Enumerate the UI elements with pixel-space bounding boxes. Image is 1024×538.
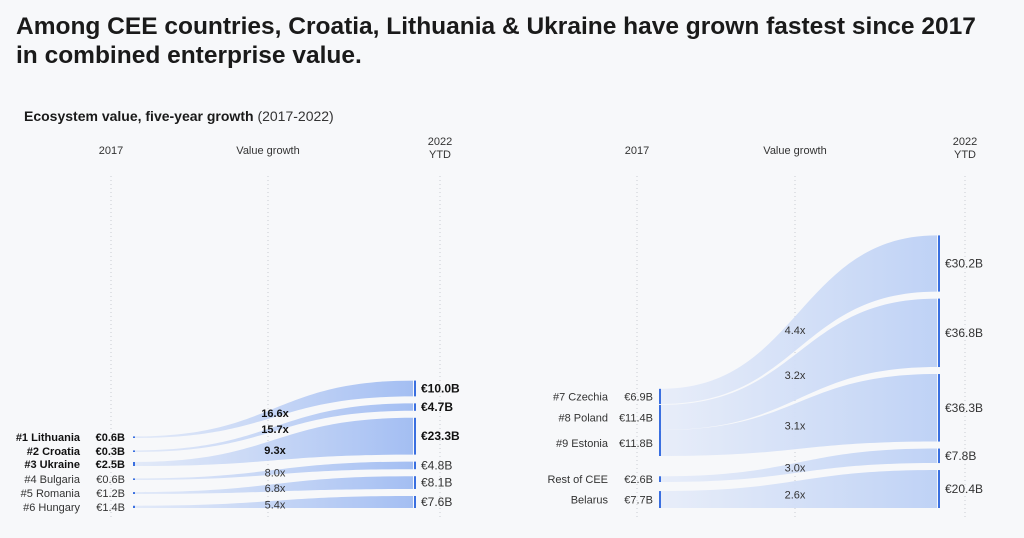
right-bar-2017-1 [659, 404, 661, 430]
left-value-2017-4: €1.2B [96, 488, 125, 500]
left-value-2022-5: €7.6B [421, 495, 452, 509]
left-growth-label-4: 6.8x [265, 483, 286, 495]
right-growth-label-3: 3.0x [785, 462, 806, 474]
right-value-2022-1: €36.8B [945, 326, 983, 340]
right-country-label-1: #8 Poland [558, 412, 608, 424]
right-growth-label-1: 3.2x [785, 370, 806, 382]
left-bar-2022-3 [414, 461, 416, 470]
left-value-2022-2: €23.3B [421, 429, 460, 443]
left-flow-2 [135, 417, 413, 466]
right-growth-label-2: 3.1x [785, 420, 806, 432]
left-flow-0 [135, 380, 413, 438]
left-value-2022-0: €10.0B [421, 381, 460, 395]
left-header-2022: 2022 [428, 136, 452, 148]
right-flow-1 [661, 298, 937, 430]
left-header-ytd: YTD [429, 149, 451, 161]
left-growth-label-3: 8.0x [265, 467, 286, 479]
right-country-label-4: Belarus [571, 495, 609, 507]
left-bar-2017-4 [133, 492, 135, 494]
left-country-label-2: #3 Ukraine [24, 459, 80, 471]
left-growth-label-5: 5.4x [265, 499, 286, 511]
left-growth-label-1: 15.7x [261, 424, 289, 436]
right-value-2022-0: €30.2B [945, 256, 983, 270]
right-flow-3 [661, 448, 937, 482]
left-bar-2022-1 [414, 403, 416, 411]
right-bar-2017-4 [659, 491, 661, 508]
headline-line-1: Among CEE countries, Croatia, Lithuania … [16, 13, 976, 40]
left-header-2017: 2017 [99, 145, 123, 157]
right-flow-2 [661, 374, 937, 456]
left-country-label-3: #4 Bulgaria [24, 474, 81, 486]
right-country-label-3: Rest of CEE [547, 474, 608, 486]
left-value-2017-3: €0.6B [96, 474, 125, 486]
left-bar-2022-4 [414, 476, 416, 489]
left-country-label-1: #2 Croatia [27, 446, 81, 458]
left-value-2017-2: €2.5B [96, 459, 125, 471]
left-growth-label-0: 16.6x [261, 408, 289, 420]
headline: Among CEE countries, Croatia, Lithuania … [16, 12, 1006, 70]
left-bar-2022-5 [414, 495, 416, 508]
subtitle-range: (2017-2022) [257, 108, 334, 124]
right-bar-2022-3 [938, 448, 940, 464]
left-bar-2017-2 [133, 462, 135, 466]
right-flow-0 [661, 235, 937, 404]
left-value-2022-4: €8.1B [421, 476, 452, 490]
left-value-2022-1: €4.7B [421, 400, 453, 414]
left-country-label-5: #6 Hungary [23, 502, 80, 514]
right-bar-2022-4 [938, 470, 940, 508]
right-country-label-2: #9 Estonia [556, 438, 609, 450]
left-bar-2017-3 [133, 478, 135, 480]
right-header-ytd: YTD [954, 149, 976, 161]
left-bar-2017-5 [133, 505, 135, 508]
headline-line-2: in combined enterprise value. [16, 42, 362, 69]
left-value-2017-0: €0.6B [96, 432, 125, 444]
right-bar-2022-0 [938, 235, 940, 292]
right-header-growth: Value growth [763, 145, 826, 157]
right-growth-label-0: 4.4x [785, 325, 806, 337]
right-value-2022-4: €20.4B [945, 482, 983, 496]
left-flow-3 [135, 461, 413, 480]
left-bar-2017-1 [133, 450, 135, 452]
right-value-2017-4: €7.7B [624, 495, 653, 507]
left-flow-1 [135, 403, 413, 452]
left-value-2017-1: €0.3B [96, 446, 125, 458]
right-header-2017: 2017 [625, 145, 649, 157]
right-value-2017-1: €11.4B [619, 412, 653, 424]
right-growth-label-4: 2.6x [785, 489, 806, 501]
left-flow-4 [135, 476, 413, 494]
right-value-2022-2: €36.3B [945, 401, 983, 415]
left-flow-5 [135, 495, 413, 508]
left-bar-2017-0 [133, 436, 135, 438]
chart-subtitle: Ecosystem value, five-year growth (2017-… [24, 108, 334, 124]
right-bar-2017-3 [659, 476, 661, 482]
left-bar-2022-2 [414, 417, 416, 455]
right-value-2017-3: €2.6B [624, 474, 653, 486]
left-value-2017-5: €1.4B [96, 502, 125, 514]
right-bar-2022-1 [938, 298, 940, 368]
left-country-label-0: #1 Lithuania [16, 432, 81, 444]
right-flow-4 [661, 470, 937, 508]
subtitle-main: Ecosystem value, five-year growth [24, 108, 254, 124]
left-country-label-4: #5 Romania [21, 488, 81, 500]
right-bar-2022-2 [938, 374, 940, 442]
right-value-2022-3: €7.8B [945, 449, 976, 463]
left-bar-2022-0 [414, 380, 416, 397]
left-value-2022-3: €4.8B [421, 458, 452, 472]
right-country-label-0: #7 Czechia [553, 391, 609, 403]
right-value-2017-0: €6.9B [624, 391, 653, 403]
left-growth-label-2: 9.3x [264, 445, 286, 457]
left-header-growth: Value growth [236, 145, 299, 157]
right-bar-2017-0 [659, 388, 661, 404]
right-header-2022: 2022 [953, 136, 977, 148]
right-bar-2017-2 [659, 430, 661, 456]
right-value-2017-2: €11.8B [619, 438, 653, 450]
